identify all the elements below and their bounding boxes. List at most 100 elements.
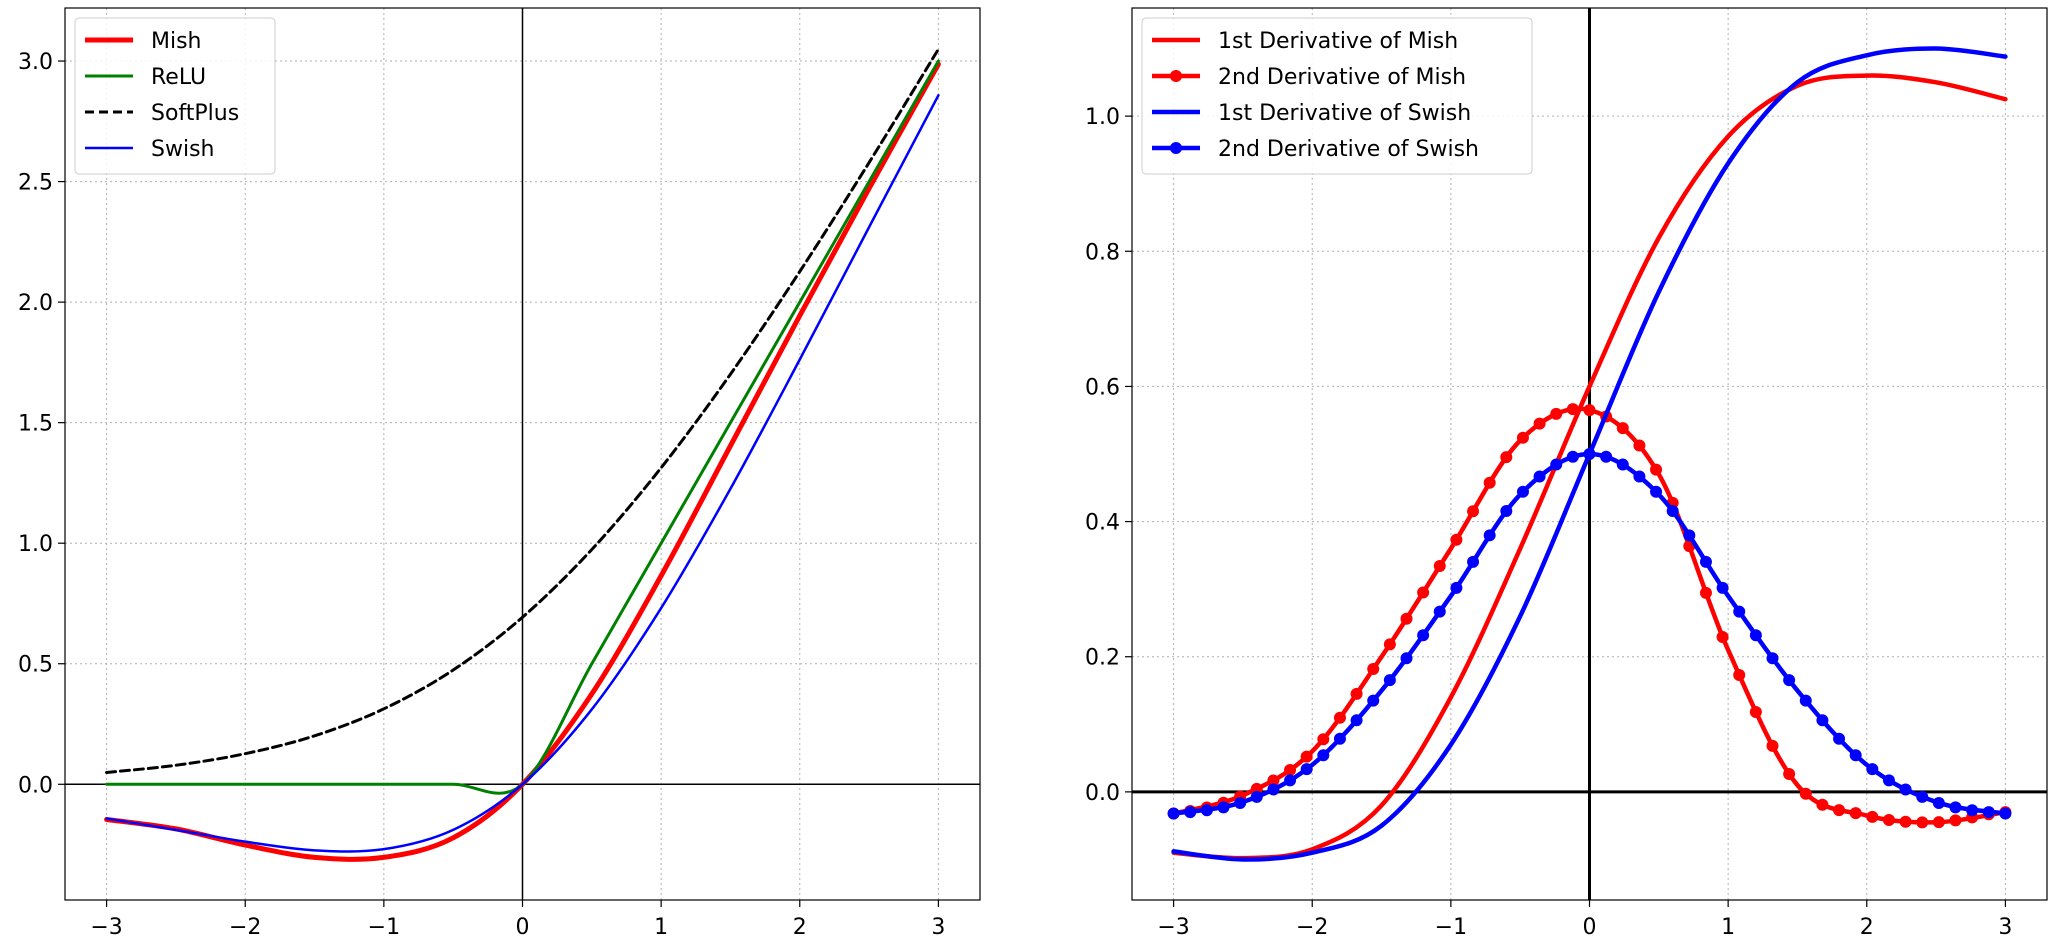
x-tick-label: −2 — [229, 915, 261, 940]
data-point-2nd-derivative-of-mish — [1616, 422, 1629, 435]
data-point-2nd-derivative-of-mish — [1566, 403, 1579, 416]
legend-label-swish: Swish — [151, 137, 214, 162]
legend-label-1st-derivative-of-swish: 1st Derivative of Swish — [1218, 101, 1471, 126]
x-tick-label: 3 — [931, 915, 945, 940]
y-tick-label: 0.8 — [1085, 240, 1120, 265]
data-point-2nd-derivative-of-swish — [1982, 806, 1995, 819]
data-point-2nd-derivative-of-swish — [1766, 652, 1779, 665]
data-point-2nd-derivative-of-mish — [1433, 560, 1446, 573]
data-point-2nd-derivative-of-mish — [1833, 804, 1846, 817]
data-point-2nd-derivative-of-swish — [1550, 458, 1563, 471]
data-point-2nd-derivative-of-swish — [1799, 694, 1812, 707]
chart-left-activation-functions: −3 −2 −1 0 1 2 3 0.0 0.5 1.0 1.5 2.0 2.5 3.0 Mish ReLU S… — [18, 7, 981, 940]
x-tick-label: −1 — [1435, 915, 1467, 940]
data-point-2nd-derivative-of-swish — [1583, 448, 1596, 460]
data-point-2nd-derivative-of-swish — [1882, 774, 1895, 787]
data-point-2nd-derivative-of-swish — [1500, 505, 1513, 518]
data-point-2nd-derivative-of-mish — [1849, 807, 1862, 820]
legend-label-relu: ReLU — [151, 65, 206, 90]
data-point-2nd-derivative-of-swish — [1417, 629, 1430, 642]
x-tick-label: 0 — [1583, 915, 1597, 940]
data-point-2nd-derivative-of-mish — [1633, 439, 1646, 452]
x-tick-label: 2 — [793, 915, 807, 940]
data-point-2nd-derivative-of-swish — [1666, 505, 1679, 518]
y-tick-label: 0.6 — [1085, 375, 1120, 400]
data-point-2nd-derivative-of-mish — [1400, 612, 1413, 625]
data-point-2nd-derivative-of-swish — [1317, 749, 1330, 762]
data-point-2nd-derivative-of-swish — [1234, 796, 1247, 809]
x-tick-label: −3 — [90, 915, 122, 940]
x-tick-label: −3 — [1157, 915, 1189, 940]
data-point-2nd-derivative-of-mish — [1699, 586, 1712, 599]
data-point-2nd-derivative-of-swish — [1600, 450, 1613, 463]
data-point-2nd-derivative-of-mish — [1949, 814, 1962, 827]
data-point-2nd-derivative-of-swish — [1433, 605, 1446, 618]
data-point-2nd-derivative-of-swish — [1783, 674, 1796, 687]
data-point-2nd-derivative-of-mish — [1650, 463, 1663, 476]
y-tick-label: 0.2 — [1085, 646, 1120, 671]
legend-marker-2nd-derivative-of-swish — [1170, 142, 1182, 154]
legend-box — [74, 17, 276, 175]
data-point-2nd-derivative-of-mish — [1716, 630, 1729, 643]
series-group — [1167, 46, 2012, 862]
data-point-2nd-derivative-of-mish — [1749, 705, 1762, 718]
x-tick-label: 2 — [1860, 915, 1874, 940]
data-point-2nd-derivative-of-mish — [1766, 739, 1779, 752]
data-point-2nd-derivative-of-mish — [1284, 764, 1297, 777]
series-group — [104, 47, 941, 862]
legend-label-2nd-derivative-of-swish: 2nd Derivative of Swish — [1218, 137, 1479, 162]
data-point-2nd-derivative-of-swish — [1683, 529, 1696, 542]
data-point-2nd-derivative-of-swish — [1450, 581, 1463, 594]
data-point-2nd-derivative-of-mish — [1300, 750, 1313, 763]
data-point-2nd-derivative-of-swish — [1383, 674, 1396, 687]
data-point-2nd-derivative-of-mish — [1383, 638, 1396, 651]
x-tick-label: 1 — [654, 915, 668, 940]
data-point-2nd-derivative-of-swish — [1516, 485, 1529, 498]
data-point-2nd-derivative-of-mish — [1317, 733, 1330, 746]
data-point-2nd-derivative-of-swish — [1400, 652, 1413, 665]
data-point-2nd-derivative-of-swish — [1866, 763, 1879, 776]
x-tick-label: 1 — [1721, 915, 1735, 940]
data-point-2nd-derivative-of-swish — [1300, 763, 1313, 776]
data-point-2nd-derivative-of-mish — [1899, 815, 1912, 828]
data-point-2nd-derivative-of-swish — [1267, 783, 1280, 796]
y-tick-label: 0.4 — [1085, 511, 1120, 536]
data-point-2nd-derivative-of-mish — [1267, 774, 1280, 787]
data-point-2nd-derivative-of-swish — [1733, 605, 1746, 618]
legend-label-1st-derivative-of-mish: 1st Derivative of Mish — [1218, 29, 1458, 54]
data-point-2nd-derivative-of-swish — [1350, 714, 1363, 727]
data-point-2nd-derivative-of-swish — [1650, 485, 1663, 498]
data-point-2nd-derivative-of-swish — [1284, 774, 1297, 787]
x-tick-label: 3 — [1998, 915, 2012, 940]
y-tick-label: 0.5 — [18, 653, 53, 678]
data-point-2nd-derivative-of-mish — [1450, 533, 1463, 546]
y-tick-label: 1.0 — [18, 532, 53, 557]
data-point-2nd-derivative-of-mish — [1483, 476, 1496, 489]
y-tick-label: 0.0 — [18, 773, 53, 798]
series-line-relu — [105, 59, 940, 795]
legend-label-mish: Mish — [151, 29, 202, 54]
data-point-2nd-derivative-of-swish — [1200, 804, 1213, 817]
data-point-2nd-derivative-of-mish — [1816, 798, 1829, 811]
data-point-2nd-derivative-of-mish — [1333, 711, 1346, 724]
data-point-2nd-derivative-of-swish — [1999, 807, 2012, 820]
data-point-2nd-derivative-of-swish — [1633, 470, 1646, 483]
legend-marker-2nd-derivative-of-mish — [1170, 70, 1182, 82]
data-point-2nd-derivative-of-mish — [1516, 431, 1529, 444]
data-point-2nd-derivative-of-mish — [1533, 417, 1546, 430]
data-point-2nd-derivative-of-swish — [1566, 450, 1579, 463]
data-point-2nd-derivative-of-mish — [1882, 814, 1895, 827]
y-tick-label: 0.0 — [1085, 781, 1120, 806]
data-point-2nd-derivative-of-mish — [1932, 816, 1945, 829]
legend-label-2nd-derivative-of-mish: 2nd Derivative of Mish — [1218, 65, 1466, 90]
data-point-2nd-derivative-of-swish — [1184, 806, 1197, 819]
y-tick-label: 1.5 — [18, 412, 53, 437]
data-point-2nd-derivative-of-swish — [1250, 790, 1263, 803]
y-tick-label: 2.5 — [18, 171, 53, 196]
x-tick-label: −2 — [1296, 915, 1328, 940]
data-point-2nd-derivative-of-swish — [1716, 581, 1729, 594]
data-point-2nd-derivative-of-swish — [1899, 783, 1912, 796]
data-point-2nd-derivative-of-mish — [1733, 669, 1746, 682]
data-point-2nd-derivative-of-mish — [1417, 586, 1430, 599]
data-point-2nd-derivative-of-mish — [1500, 451, 1513, 464]
